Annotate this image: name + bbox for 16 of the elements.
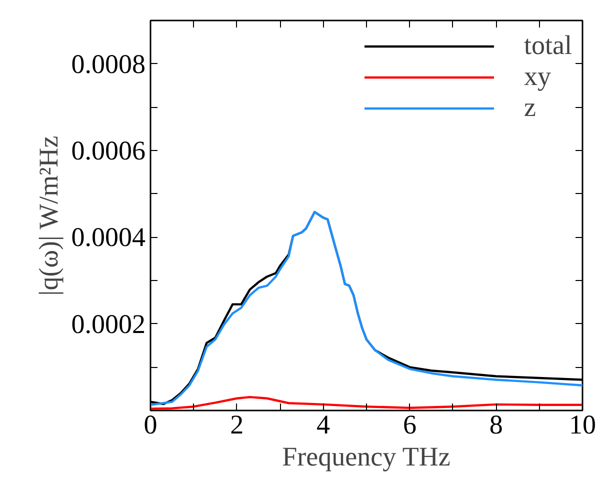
y-tick-label: 0.0006	[71, 136, 146, 166]
x-tick-label: 8	[489, 410, 503, 440]
y-axis-title: |q(ω)| W/m²Hz	[33, 136, 64, 296]
legend-label: z	[524, 92, 537, 123]
x-tick-label: 6	[402, 410, 416, 440]
y-tick-label: 0.0002	[71, 308, 146, 339]
y-tick-label: 0.0004	[71, 222, 146, 252]
x-tick-label: 0	[144, 410, 158, 440]
line-series	[150, 396, 582, 410]
x-tick-label: 10	[569, 410, 596, 440]
legend-label: xy	[524, 61, 551, 92]
x-tick-label: 4	[316, 410, 331, 440]
y-tick-label: 0.0008	[71, 48, 146, 79]
legend-label: total	[524, 30, 572, 61]
x-axis-title: Frequency THz	[282, 442, 450, 472]
x-tick-label: 2	[230, 410, 244, 440]
